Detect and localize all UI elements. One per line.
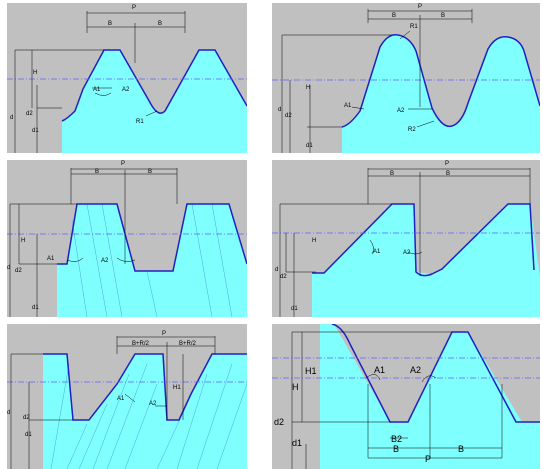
diameter-label: d	[278, 107, 282, 113]
thread-profile-drawing	[7, 168, 247, 317]
pitch-label: P	[162, 331, 167, 337]
diameter2-label: d2	[280, 274, 287, 280]
width-label: B	[392, 13, 397, 19]
pitch-label: P	[132, 5, 137, 11]
height-label: H	[33, 70, 38, 76]
thread-profile-panel-3: P B B H d d2 d1 A1 A2	[7, 160, 247, 317]
diameter-label: d	[7, 265, 11, 271]
angle1-label: A1	[344, 103, 352, 109]
height-label: H	[292, 382, 299, 392]
thread-profile-drawing	[7, 336, 247, 469]
width-label: B+R/2	[179, 341, 196, 347]
width-label: B	[158, 21, 163, 27]
thread-profile-panel-5: P B+R/2 B+R/2 H1 d d2 d1 A1 A2	[7, 324, 247, 469]
width-label: B	[441, 13, 446, 19]
width2-label: B2	[391, 434, 403, 444]
width-label: B	[95, 169, 100, 175]
width-label: B	[108, 21, 113, 27]
diameter2-label: d2	[23, 415, 30, 421]
angle2-label: A2	[101, 258, 109, 264]
diameter-label: d	[7, 410, 11, 416]
pitch-label: P	[425, 454, 432, 464]
diameter2-label: d2	[285, 113, 292, 119]
height-label: H	[312, 238, 317, 244]
diameter2-label: d2	[26, 111, 33, 117]
thread-profile-drawing	[7, 11, 247, 153]
diameter2-label: d2	[15, 268, 22, 274]
width-label: B	[148, 169, 153, 175]
width-label: B	[458, 444, 465, 454]
width-label: B+R/2	[132, 341, 149, 347]
diameter1-label: d1	[306, 143, 313, 149]
thread-profile-drawing	[272, 168, 540, 317]
angle1-label: A1	[93, 87, 101, 93]
angle1-label: A1	[373, 249, 381, 255]
angle2-label: A2	[403, 250, 411, 256]
angle1-label: A1	[117, 396, 125, 402]
diameter-label: d	[10, 115, 14, 121]
angle2-label: A2	[410, 365, 422, 375]
thread-profile-panel-6: H1 H d2 d1 A1 A2 B2 B B P	[272, 324, 540, 469]
height1-label: H1	[305, 366, 317, 376]
diameter1-label: d1	[32, 128, 39, 134]
thread-profile-panel-1: P B B H d d2 d1 A1 A2 R1	[7, 3, 247, 153]
pitch-label: P	[445, 161, 450, 167]
radius1-label: R1	[136, 119, 144, 125]
diameter1-label: d1	[291, 306, 298, 312]
angle1-label: A1	[47, 256, 55, 262]
width-label: B	[393, 444, 400, 454]
angle2-label: A2	[122, 87, 130, 93]
thread-profile-drawing	[272, 9, 540, 153]
diameter-label: d	[275, 267, 279, 273]
height-label: H	[306, 85, 311, 91]
diameter1-label: d1	[32, 305, 39, 311]
pitch-label: P	[121, 161, 126, 167]
angle1-label: A1	[374, 365, 386, 375]
angle2-label: A2	[397, 108, 405, 114]
angle2-label: A2	[149, 401, 157, 407]
radius1-label: R1	[410, 24, 418, 30]
thread-profile-panel-2: P B B R1 H d d2 d1 A1 A2 R2	[272, 3, 540, 153]
diameter2-label: d2	[274, 417, 285, 427]
thread-profile-drawing	[272, 324, 540, 469]
radius2-label: R2	[408, 127, 416, 133]
width-label: B	[446, 171, 451, 177]
diameter1-label: d1	[292, 438, 303, 448]
thread-profile-panel-4: P B B H d d2 d1 A1 A2	[272, 160, 540, 317]
height-label: H	[21, 238, 26, 244]
pitch-label: P	[418, 4, 423, 10]
height1-label: H1	[173, 385, 181, 391]
diameter1-label: d1	[25, 432, 32, 438]
width-label: B	[390, 171, 395, 177]
